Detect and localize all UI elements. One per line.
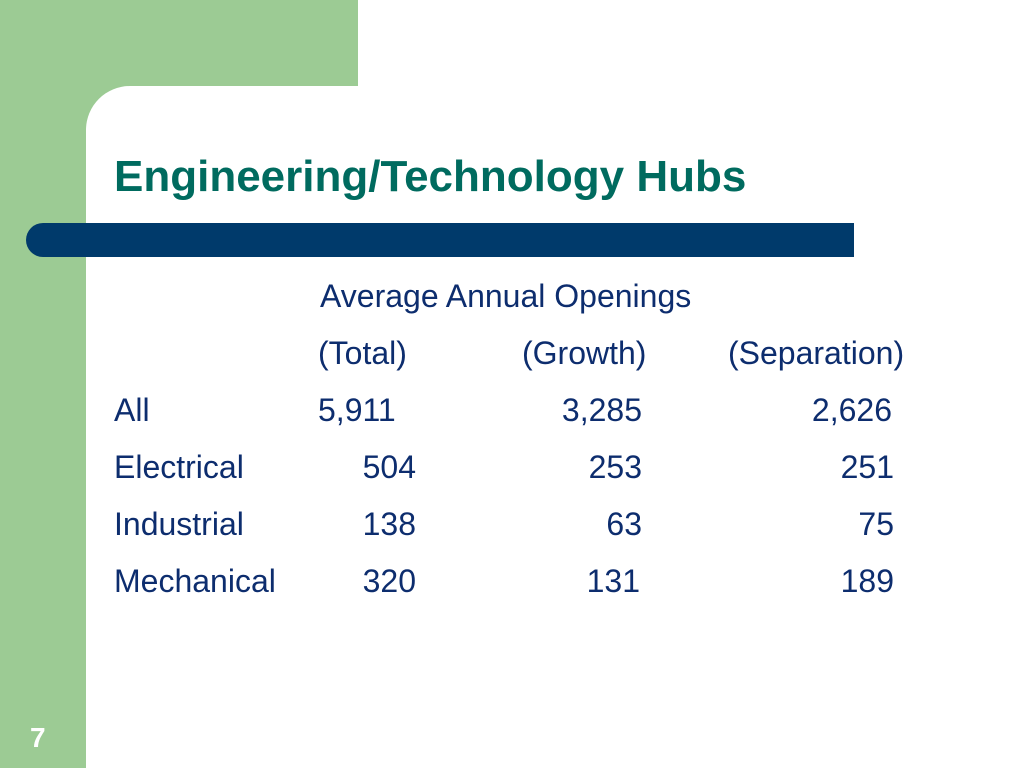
column-header-total: (Total): [318, 335, 407, 371]
cell-separation: 2,626: [811, 392, 892, 428]
cell-growth: 63: [606, 506, 642, 542]
cell-total: 5,911: [318, 392, 396, 428]
cell-total: 504: [362, 449, 416, 485]
background-white-corner: [358, 0, 1024, 86]
content-panel: [86, 86, 1024, 768]
cell-growth: 131: [586, 563, 640, 599]
title-underline-bar: [26, 223, 854, 257]
cell-total: 138: [362, 506, 416, 542]
slide-page-number: 7: [30, 722, 46, 753]
row-label: All: [114, 392, 150, 428]
cell-growth: 253: [588, 449, 642, 485]
cell-separation: 189: [840, 563, 894, 599]
cell-separation: 75: [858, 506, 894, 542]
cell-total: 320: [362, 563, 416, 599]
row-label: Electrical: [114, 449, 244, 485]
row-label: Mechanical: [114, 563, 276, 599]
column-header-separation: (Separation): [728, 335, 905, 371]
column-header-growth: (Growth): [522, 335, 647, 371]
cell-growth: 3,285: [561, 392, 642, 428]
slide-title: Engineering/Technology Hubs: [114, 152, 747, 201]
background-green-block: [0, 0, 358, 86]
cell-separation: 251: [840, 449, 894, 485]
row-label: Industrial: [114, 506, 244, 542]
table-heading: Average Annual Openings: [320, 278, 692, 314]
